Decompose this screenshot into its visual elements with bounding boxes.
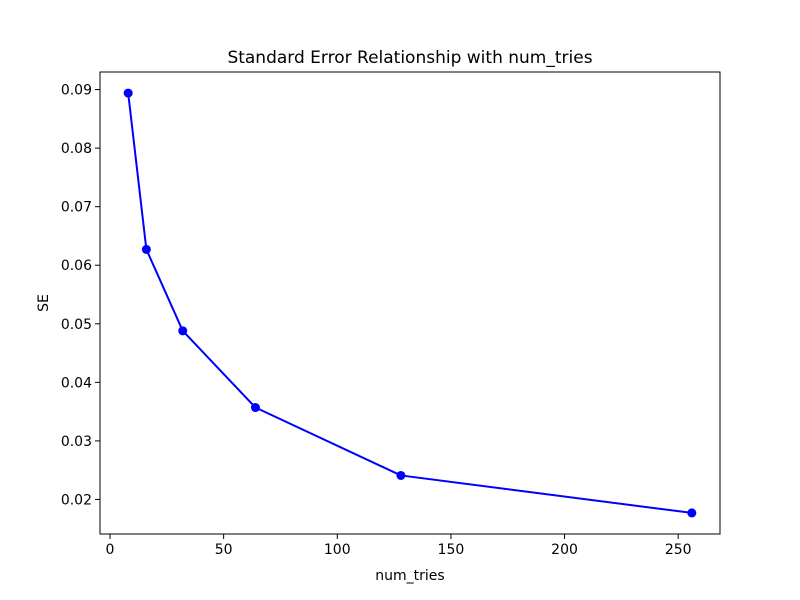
- data-point: [396, 470, 406, 480]
- x-tick-label: 200: [551, 542, 578, 558]
- x-tick-label: 150: [438, 542, 465, 558]
- y-tick-label: 0.03: [61, 434, 92, 450]
- plot-border: [99, 71, 721, 535]
- y-tick-label: 0.07: [61, 200, 92, 216]
- x-tick-label: 50: [215, 542, 233, 558]
- data-point: [141, 244, 151, 254]
- x-tick-label: 250: [665, 542, 692, 558]
- y-tick-label: 0.04: [61, 375, 92, 391]
- x-tick-label: 0: [106, 542, 115, 558]
- chart-title: Standard Error Relationship with num_tri…: [227, 48, 592, 68]
- y-axis-label: SE: [36, 294, 52, 312]
- y-tick-label: 0.09: [61, 83, 92, 99]
- data-point: [178, 326, 188, 336]
- data-point: [123, 88, 133, 98]
- x-axis-label: num_tries: [375, 568, 444, 584]
- series-line: [127, 92, 693, 514]
- y-tick-label: 0.02: [61, 492, 92, 508]
- data-point: [687, 508, 697, 518]
- data-point: [250, 403, 260, 413]
- y-tick-label: 0.06: [61, 258, 92, 274]
- y-tick-label: 0.08: [61, 141, 92, 157]
- x-tick-label: 100: [324, 542, 351, 558]
- y-tick-label: 0.05: [61, 317, 92, 333]
